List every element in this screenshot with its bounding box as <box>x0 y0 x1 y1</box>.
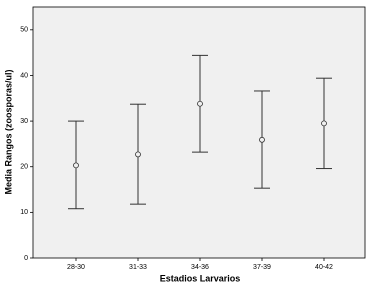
y-tick-label: 20 <box>20 164 28 171</box>
x-tick-label: 34-36 <box>191 264 209 271</box>
mean-point <box>73 162 79 169</box>
y-tick-label: 0 <box>24 255 28 262</box>
x-axis-label: Estadios Larvarios <box>160 273 241 283</box>
x-tick-label: 28-30 <box>67 264 85 271</box>
y-tick-label: 10 <box>20 209 28 216</box>
mean-point <box>259 136 265 143</box>
x-tick-label: 40-42 <box>315 264 333 271</box>
x-tick-label: 37-39 <box>253 264 271 271</box>
y-tick-label: 40 <box>20 72 28 79</box>
y-tick-label: 30 <box>20 118 28 125</box>
mean-point <box>197 100 203 107</box>
mean-point <box>321 120 327 127</box>
y-tick-label: 50 <box>20 27 28 34</box>
plot-area <box>32 6 366 259</box>
mean-point <box>135 151 141 158</box>
x-tick-label: 31-33 <box>129 264 147 271</box>
y-axis-label: Media Rangos (zoosporas/ul) <box>3 69 13 194</box>
